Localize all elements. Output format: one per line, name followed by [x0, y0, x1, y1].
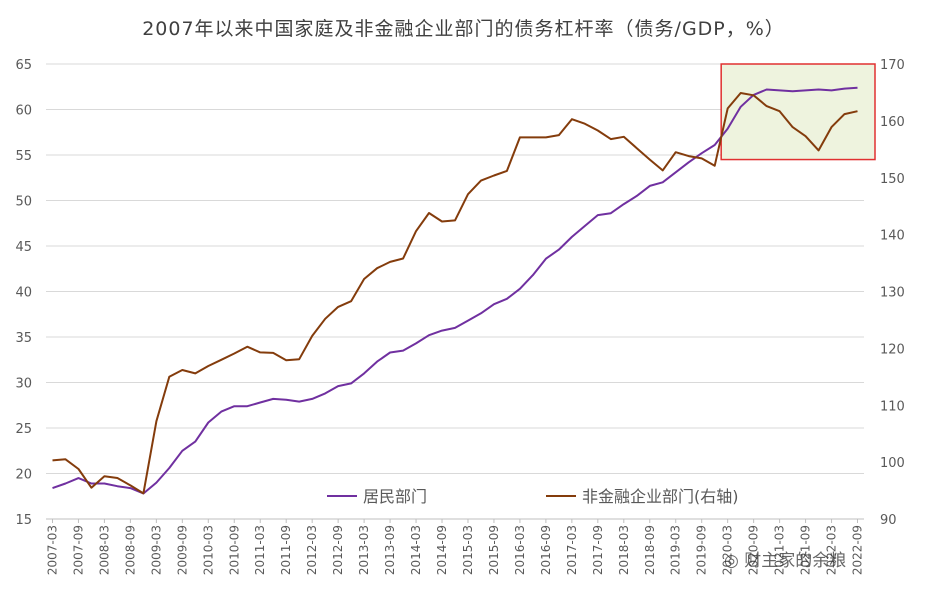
x-tick-label: 2012-09 — [331, 525, 345, 575]
y-right-tick-label: 100 — [880, 456, 905, 471]
highlight-region — [720, 63, 876, 161]
y-left-tick-label: 55 — [15, 149, 32, 164]
series-line — [52, 92, 858, 495]
x-tick-label: 2013-03 — [357, 525, 371, 575]
x-tick-label: 2013-09 — [383, 525, 397, 575]
x-tick-label: 2022-09 — [851, 525, 865, 575]
series-lines — [52, 86, 858, 495]
x-tick-label: 2007-09 — [71, 525, 85, 575]
x-tick-label: 2010-03 — [201, 525, 215, 575]
y-left-tick-label: 30 — [15, 377, 32, 392]
y-left-tick-label: 35 — [15, 331, 32, 346]
x-tick-label: 2018-09 — [643, 525, 657, 575]
highlight-box — [720, 63, 876, 161]
x-tick-label: 2017-09 — [591, 525, 605, 575]
chart-title: 2007年以来中国家庭及非金融企业部门的债务杠杆率（债务/GDP，%） — [142, 18, 785, 40]
y-left-tick-label: 50 — [15, 195, 32, 210]
x-tick-label: 2011-09 — [279, 525, 293, 575]
y-left-tick-label: 65 — [15, 58, 32, 73]
y-left-tick-label: 45 — [15, 240, 32, 255]
x-tick-label: 2007-03 — [45, 525, 59, 575]
watermark: ◎ 财主家的余粮 — [724, 546, 846, 571]
gridlines — [46, 63, 864, 474]
x-tick-label: 2008-09 — [123, 525, 137, 575]
watermark-text: 财主家的余粮 — [744, 551, 847, 571]
y-left-tick-label: 60 — [15, 104, 32, 119]
x-tick-label: 2008-03 — [97, 525, 111, 575]
wechat-icon: ◎ — [724, 551, 739, 571]
series-line — [52, 86, 858, 495]
x-tick-label: 2009-03 — [149, 525, 163, 575]
y-right-tick-label: 120 — [880, 342, 905, 357]
x-tick-label: 2009-09 — [175, 525, 189, 575]
x-tick-label: 2011-03 — [253, 525, 267, 575]
x-tick-label: 2018-03 — [617, 525, 631, 575]
x-tick-label: 2021-03 — [773, 525, 787, 575]
x-tick-label: 2017-03 — [565, 525, 579, 575]
x-tick-label: 2014-09 — [435, 525, 449, 575]
y-right-tick-label: 130 — [880, 286, 905, 301]
x-tick-label: 2015-03 — [461, 525, 475, 575]
y-right-tick-label: 140 — [880, 229, 905, 244]
x-tick-label: 2010-09 — [227, 525, 241, 575]
x-tick-label: 2019-03 — [669, 525, 683, 575]
y-right-tick-label: 150 — [880, 172, 905, 187]
y-left-tick-label: 15 — [15, 513, 32, 528]
x-tick-label: 2012-03 — [305, 525, 319, 575]
y-right-tick-label: 110 — [880, 399, 905, 414]
x-tick-label: 2016-03 — [513, 525, 527, 575]
x-tick-label: 2020-09 — [747, 525, 761, 575]
legend: 居民部门 非金融企业部门(右轴) — [327, 487, 739, 506]
x-tick-label: 2022-03 — [825, 525, 839, 575]
x-tick-label: 2015-09 — [487, 525, 501, 575]
x-tick-label: 2014-03 — [409, 525, 423, 575]
axes: 15 20 25 30 35 40 45 50 55 60 65 90 100 110 120 130 140 1… — [15, 58, 904, 575]
y-right-tick-label: 160 — [880, 115, 905, 130]
y-right-tick-label: 90 — [880, 513, 897, 528]
y-left-tick-label: 20 — [15, 468, 32, 483]
x-tick-label: 2019-09 — [695, 525, 709, 575]
x-tick-label: 2021-09 — [799, 525, 813, 575]
y-right-tick-label: 170 — [880, 58, 905, 73]
legend-label: 居民部门 — [363, 487, 427, 506]
x-tick-label: 2020-03 — [721, 525, 735, 575]
y-left-tick-label: 25 — [15, 422, 32, 437]
x-tick-label: 2016-09 — [539, 525, 553, 575]
y-left-tick-label: 40 — [15, 286, 32, 301]
legend-label: 非金融企业部门(右轴) — [582, 487, 739, 506]
